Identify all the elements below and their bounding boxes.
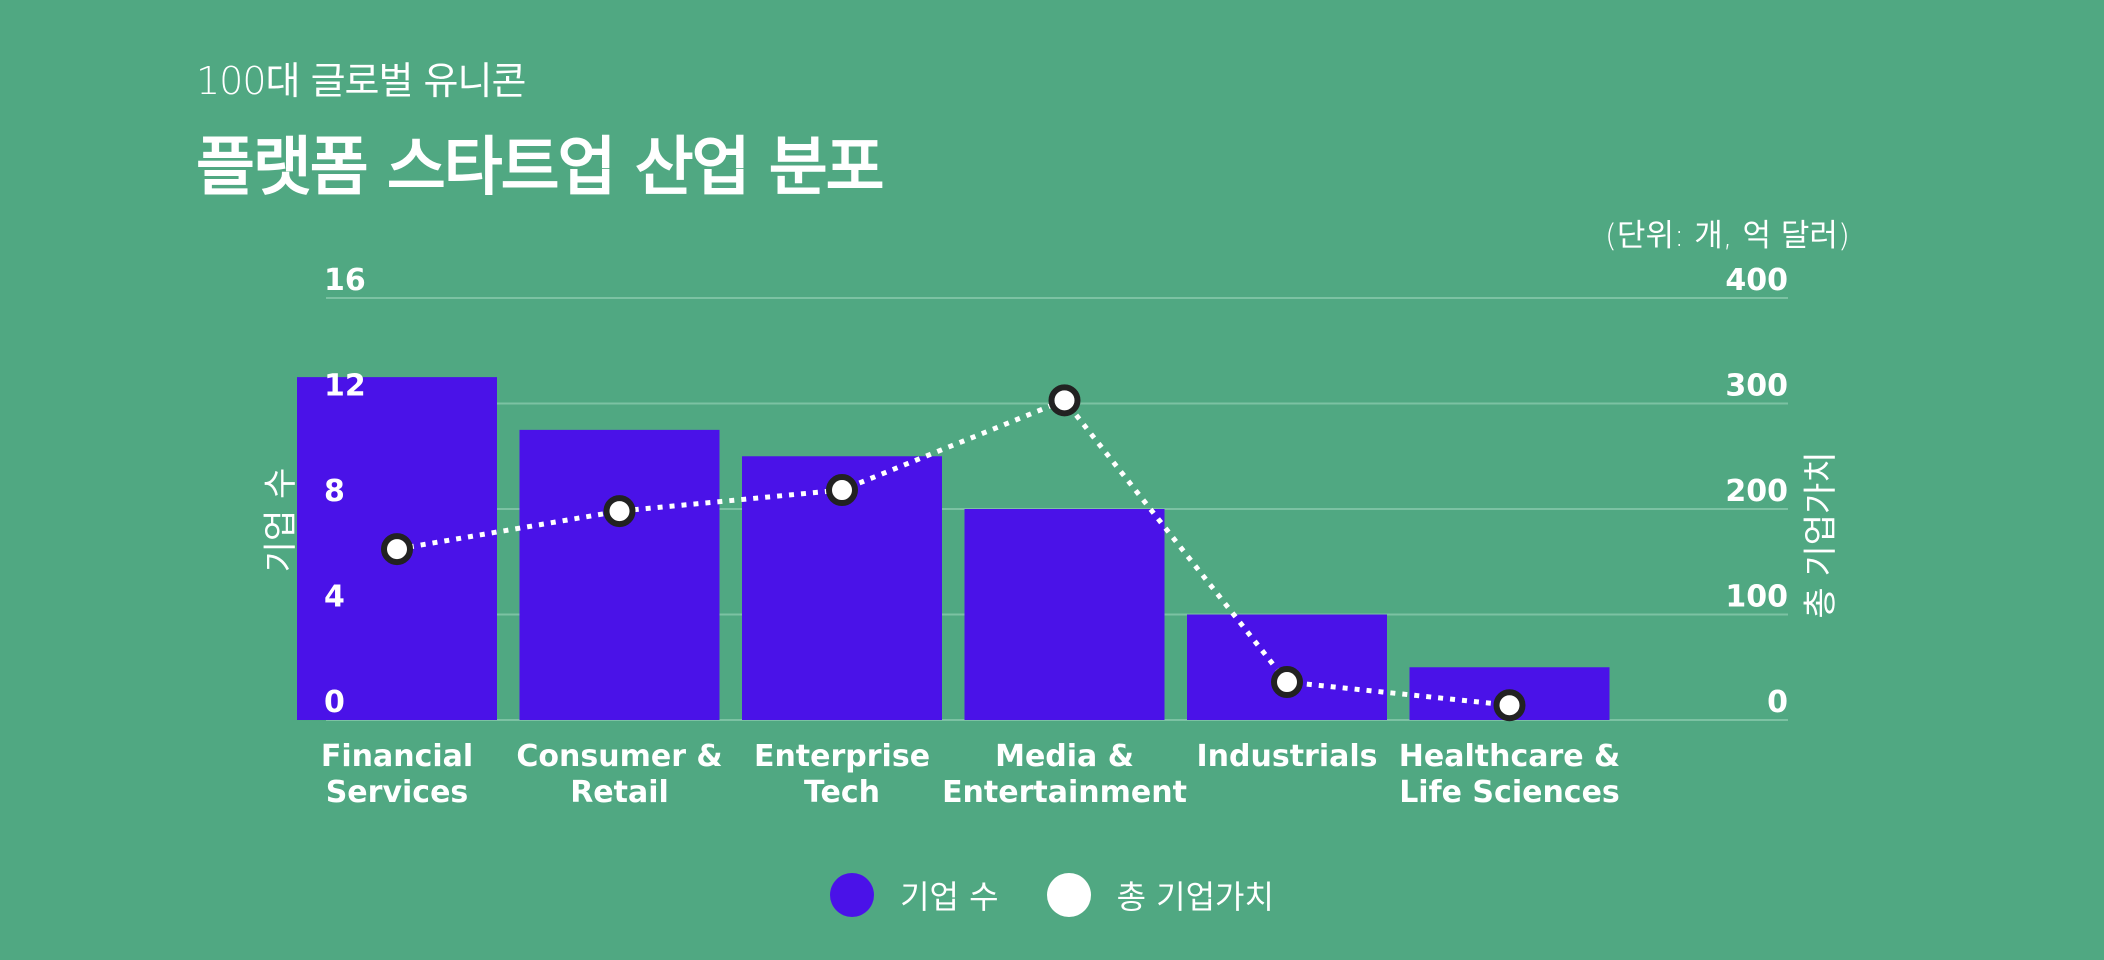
category-label-line: Media & (995, 739, 1134, 774)
category-label-line: Retail (570, 775, 669, 810)
line-series (381, 384, 1526, 722)
left-tick-label: 16 (324, 263, 366, 298)
bar (519, 429, 720, 720)
right-tick-label: 0 (1767, 685, 1788, 720)
category-label: Enterprise Tech (754, 739, 930, 810)
bar-series (297, 377, 1610, 720)
category-label-line: Enterprise (754, 739, 930, 774)
category-label-line: Healthcare & (1399, 739, 1620, 774)
left-tick-label: 4 (324, 580, 345, 615)
category-label-line: Tech (804, 775, 880, 810)
valuation-point (826, 474, 858, 507)
category-labels: Financial Services Consumer & Retail Enterpr… (321, 739, 1620, 810)
category-label-line: Life Sciences (1399, 775, 1620, 810)
category-label-line: Industrials (1196, 739, 1377, 774)
left-axis-label: 기업 수 (261, 468, 301, 573)
category-label: Media & Entertainment (942, 739, 1187, 810)
legend-item-companies: 기업 수 (830, 872, 999, 918)
left-tick-label: 8 (324, 474, 345, 509)
chart-title: 플랫폼 스타트업 산업 분포 (196, 131, 885, 205)
legend: 기업 수 총 기업가치 (0, 872, 2104, 918)
right-tick-label: 400 (1725, 263, 1788, 298)
valuation-point (1048, 384, 1081, 417)
legend-item-valuation: 총 기업가치 (1046, 872, 1274, 918)
right-tick-label: 100 (1725, 580, 1788, 615)
left-tick-label: 12 (324, 369, 366, 404)
bar (964, 509, 1165, 720)
right-tick-label: 300 (1725, 369, 1788, 404)
category-label-line: Financial (321, 739, 473, 774)
chart-subtitle: 100대 글로벌 유니콘 (196, 59, 526, 103)
legend-swatch-line (1046, 873, 1091, 917)
unit-label: (단위: 개, 억 달러) (1604, 218, 1850, 254)
valuation-point (1493, 689, 1526, 722)
category-label: Financial Services (321, 739, 473, 810)
right-axis-label: 총 기업가치 (1801, 451, 1841, 618)
category-label-line: Consumer & (516, 739, 722, 774)
valuation-point (603, 495, 636, 528)
left-axis-ticks: 0 4 8 12 16 (324, 263, 366, 720)
right-axis-ticks: 0 100 200 300 400 (1725, 263, 1788, 720)
legend-label-valuation: 총 기업가치 (1116, 878, 1274, 916)
legend-label-companies: 기업 수 (900, 878, 999, 916)
valuation-point (381, 533, 413, 566)
category-label-line: Entertainment (942, 775, 1187, 810)
right-tick-label: 200 (1725, 474, 1788, 509)
legend-swatch-bar (830, 873, 875, 917)
category-label-line: Services (326, 775, 469, 810)
category-label: Industrials (1196, 739, 1377, 774)
chart-canvas: 0 4 8 12 16 0 100 200 300 400 Financial Services C… (261, 263, 1841, 810)
left-tick-label: 0 (324, 685, 345, 720)
valuation-point (1271, 666, 1303, 699)
category-label: Healthcare & Life Sciences (1399, 739, 1620, 810)
category-label: Consumer & Retail (516, 739, 722, 810)
